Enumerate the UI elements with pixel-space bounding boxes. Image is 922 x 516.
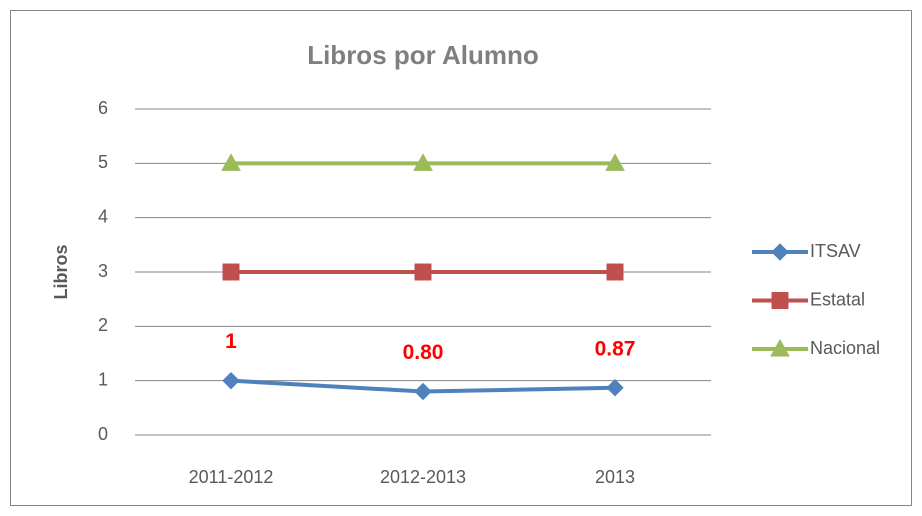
data-label: 0.87 bbox=[595, 337, 636, 360]
legend-label: Estatal bbox=[810, 289, 865, 309]
y-axis-label: Libros bbox=[51, 244, 71, 299]
y-tick-label: 4 bbox=[98, 206, 108, 226]
data-point bbox=[222, 263, 240, 281]
x-tick-label: 2013 bbox=[595, 467, 635, 487]
x-tick-label: 2012-2013 bbox=[380, 467, 466, 487]
y-tick-label: 3 bbox=[98, 261, 108, 281]
legend-marker bbox=[771, 243, 789, 261]
data-point bbox=[222, 371, 240, 390]
data-point bbox=[413, 153, 433, 171]
data-point bbox=[605, 153, 625, 171]
chart-border bbox=[10, 10, 912, 506]
y-tick-label: 5 bbox=[98, 152, 108, 172]
data-point bbox=[221, 153, 241, 171]
y-tick-label: 6 bbox=[98, 98, 108, 118]
data-label: 0.80 bbox=[403, 341, 444, 364]
legend-label: Nacional bbox=[810, 338, 880, 358]
data-label: 1 bbox=[225, 330, 237, 353]
legend-marker bbox=[771, 292, 789, 309]
legend-label: ITSAV bbox=[810, 241, 861, 261]
data-point bbox=[606, 263, 624, 281]
x-tick-label: 2011-2012 bbox=[189, 467, 274, 487]
y-tick-label: 1 bbox=[98, 369, 108, 389]
chart-title: Libros por Alumno bbox=[307, 40, 539, 70]
y-tick-label: 2 bbox=[98, 315, 108, 335]
data-point bbox=[606, 379, 624, 397]
data-point bbox=[414, 382, 432, 401]
legend-marker bbox=[770, 338, 790, 357]
data-point bbox=[414, 263, 432, 281]
y-tick-label: 0 bbox=[98, 424, 108, 444]
